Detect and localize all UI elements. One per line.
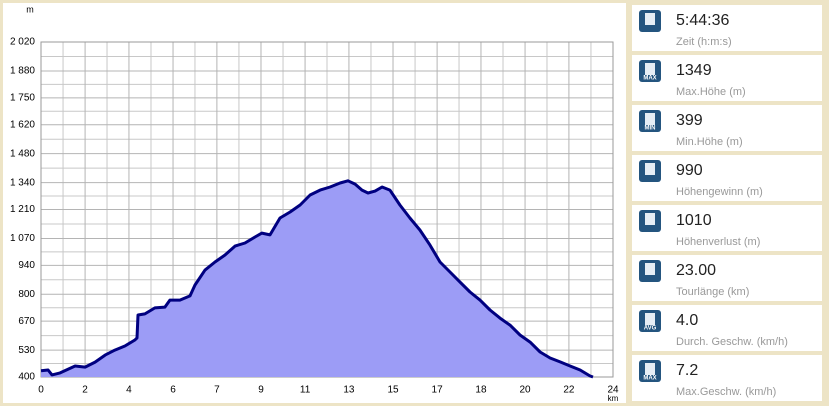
y-tick-label: 1 210: [10, 204, 35, 215]
x-tick-label: 2: [82, 385, 88, 396]
stat-value: 990: [676, 162, 703, 179]
stat-icon-inner: [645, 113, 655, 125]
y-tick-label: 800: [18, 289, 35, 300]
x-tick-label: 15: [387, 385, 399, 396]
x-unit: km: [608, 394, 619, 403]
y-tick-label: 1 070: [10, 233, 35, 244]
x-tick-label: 9: [258, 385, 264, 396]
stat-card: [632, 105, 822, 151]
y-tick-label: 400: [18, 372, 35, 383]
y-tick-label: 670: [18, 316, 35, 327]
line: [40, 179, 594, 379]
stat-value: 23.00: [676, 262, 716, 279]
y-unit: m: [26, 4, 34, 14]
stat-label: Höhengewinn (m): [676, 186, 763, 198]
stat-icon-inner: [645, 163, 655, 175]
stat-badge: MAX: [643, 76, 656, 82]
stat-label: Tourlänge (km): [676, 286, 749, 298]
x-tick-label: 6: [170, 385, 176, 396]
stat-value: 5:44:36: [676, 12, 729, 29]
y-tick-label: 530: [18, 345, 35, 356]
stat-icon-inner: [645, 363, 655, 375]
stats-panel: 5:44:36 Zeit (h:m:s) MAX 1349 Max.Höhe (m) MI…: [632, 5, 822, 401]
stat-label: Höhenverlust (m): [676, 236, 760, 248]
x-tick-label: 18: [475, 385, 487, 396]
x-tick-label: 24: [607, 385, 619, 396]
y-tick-label: 1 340: [10, 177, 35, 188]
stat-card: [632, 205, 822, 251]
stat-card: [632, 55, 822, 101]
stat-icon-inner: [645, 263, 655, 275]
x-tick-label: 4: [126, 385, 132, 396]
stat-value: 399: [676, 112, 703, 129]
stat-icon-inner: [645, 13, 655, 25]
stat-value: 1349: [676, 62, 712, 79]
stat-card: [632, 155, 822, 201]
stat-label: Max.Geschw. (km/h): [676, 386, 776, 398]
x-tick-label: 17: [432, 385, 444, 396]
stat-label: Min.Höhe (m): [676, 136, 743, 148]
y-tick-label: 1 480: [10, 148, 35, 159]
x-tick-label: 7: [214, 385, 220, 396]
x-tick-label: 13: [343, 385, 355, 396]
stat-icon-inner: [645, 63, 655, 75]
stat-label: Durch. Geschw. (km/h): [676, 336, 788, 348]
stat-value: 1010: [676, 212, 712, 229]
y-tick-label: 1 620: [10, 119, 35, 130]
stat-card: [632, 255, 822, 301]
y-tick-label: 1 750: [10, 92, 35, 103]
stat-label: Zeit (h:m:s): [676, 36, 732, 48]
x-tick-label: 11: [300, 385, 311, 396]
stat-card: [632, 355, 822, 401]
stat-value: 4.0: [676, 312, 698, 329]
stat-badge: MIN: [645, 126, 656, 132]
x-tick-label: 22: [563, 385, 575, 396]
area: [41, 180, 593, 377]
stat-card: [632, 305, 822, 351]
stat-card: [632, 5, 822, 51]
stat-icon-inner: [645, 313, 655, 325]
stat-badge: AVG: [644, 326, 657, 332]
stat-badge: MAX: [643, 376, 656, 382]
stat-value: 7.2: [676, 362, 698, 379]
y-tick-label: 1 880: [10, 66, 35, 77]
x-tick-label: 0: [38, 385, 44, 396]
y-tick-label: 940: [18, 260, 35, 271]
stat-icon-inner: [645, 213, 655, 225]
x-tick-label: 20: [519, 385, 531, 396]
stat-label: Max.Höhe (m): [676, 86, 746, 98]
y-tick-label: 2 020: [10, 37, 35, 48]
